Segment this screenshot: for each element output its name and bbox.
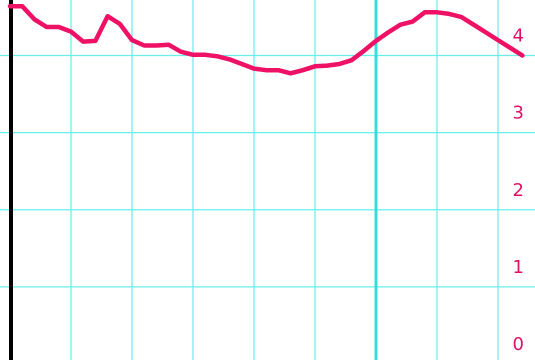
series-layer [7,3,525,76]
y-tick-label-4: 4 [513,26,524,47]
series-line-0 [7,3,525,76]
y-tick-label-2: 2 [513,180,524,201]
tick-label-layer: 0 1 2 3 4 [513,26,524,355]
y-tick-label-1: 1 [513,257,524,278]
y-tick-label-3: 3 [513,103,524,124]
y-tick-label-0: 0 [513,334,524,355]
